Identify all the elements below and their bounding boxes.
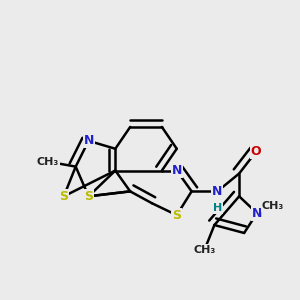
- Text: H: H: [213, 203, 222, 213]
- Text: N: N: [83, 134, 94, 147]
- Text: S: S: [172, 208, 181, 222]
- Text: N: N: [212, 185, 223, 198]
- Text: CH₃: CH₃: [194, 245, 216, 255]
- Text: CH₃: CH₃: [262, 201, 284, 211]
- Text: N: N: [172, 164, 182, 177]
- Text: N: N: [252, 207, 262, 220]
- Text: CH₃: CH₃: [37, 157, 59, 166]
- Text: S: S: [59, 190, 68, 203]
- Text: S: S: [84, 190, 93, 203]
- Text: O: O: [251, 145, 261, 158]
